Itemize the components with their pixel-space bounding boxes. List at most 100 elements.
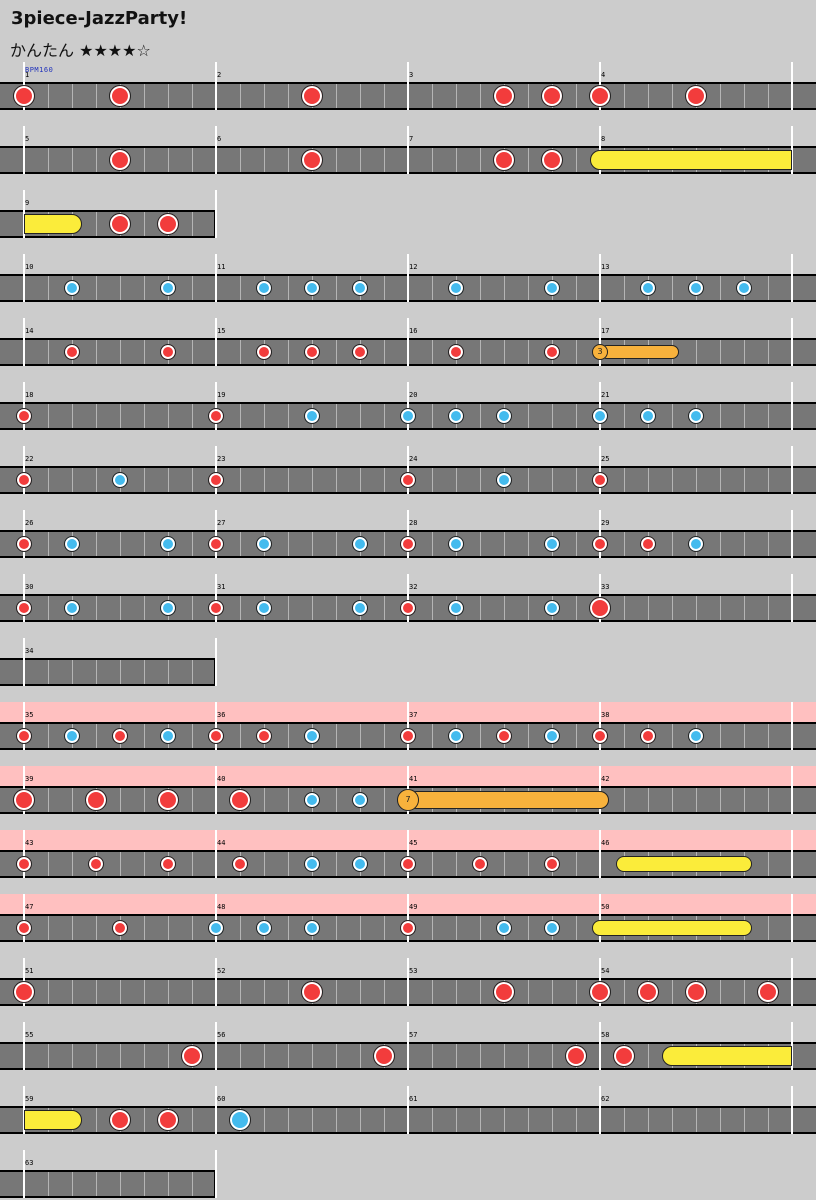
beat-line (96, 1044, 97, 1068)
beat-line (168, 980, 169, 1004)
beat-line (672, 532, 673, 556)
beat-line (48, 596, 49, 620)
beat-line (480, 980, 481, 1004)
beat-line (648, 788, 649, 812)
beat-line (720, 596, 721, 620)
drumroll-bar (592, 920, 752, 936)
beat-line (528, 1108, 529, 1132)
measure-number: 8 (601, 135, 606, 143)
measure-line (599, 318, 601, 366)
measure-line (215, 382, 217, 430)
don-big-note (301, 981, 323, 1003)
measure-number: 50 (601, 903, 610, 911)
measure-line (407, 62, 409, 110)
beat-line (480, 276, 481, 300)
beat-line (96, 212, 97, 236)
beat-line (192, 276, 193, 300)
measure-lane (0, 1170, 216, 1198)
bpm-label: BPM160 (25, 66, 54, 74)
beat-line (264, 980, 265, 1004)
beat-line (144, 1108, 145, 1132)
beat-line (72, 404, 73, 428)
beat-line (192, 84, 193, 108)
beat-line (360, 1044, 361, 1068)
measure-line (791, 894, 793, 942)
beat-line (552, 468, 553, 492)
measure-line (215, 958, 217, 1006)
beat-line (336, 276, 337, 300)
measure-line (791, 958, 793, 1006)
ka-note (352, 536, 368, 552)
ka-note (448, 536, 464, 552)
don-big-note (157, 789, 179, 811)
measure-number: 33 (601, 583, 610, 591)
ka-note (64, 536, 80, 552)
beat-line (744, 596, 745, 620)
beat-line (120, 340, 121, 364)
measure-number: 9 (25, 199, 30, 207)
measure-line (407, 1022, 409, 1070)
measure-number: 42 (601, 775, 610, 783)
beat-line (288, 980, 289, 1004)
beat-line (720, 468, 721, 492)
ka-note (448, 408, 464, 424)
balloon-bar (408, 791, 609, 809)
measure-line (407, 702, 409, 750)
beat-line (192, 596, 193, 620)
measure-line (791, 318, 793, 366)
beat-line (456, 1108, 457, 1132)
beat-line (432, 340, 433, 364)
difficulty-label: かんたん ★★★★☆ (10, 37, 151, 61)
measure-number: 32 (409, 583, 418, 591)
measure-line (23, 574, 25, 622)
don-big-note (13, 85, 35, 107)
beat-line (96, 1172, 97, 1196)
beat-line (288, 84, 289, 108)
measure-line (407, 830, 409, 878)
measure-line (407, 510, 409, 558)
beat-line (144, 788, 145, 812)
beat-line (720, 340, 721, 364)
measure-number: 49 (409, 903, 418, 911)
beat-line (48, 532, 49, 556)
don-note (400, 728, 416, 744)
measure-number: 37 (409, 711, 418, 719)
beat-line (384, 1108, 385, 1132)
measure-line (791, 1086, 793, 1134)
measure-number: 12 (409, 263, 418, 271)
beat-line (144, 852, 145, 876)
beat-line (144, 660, 145, 684)
beat-line (528, 980, 529, 1004)
don-note (544, 856, 560, 872)
beat-line (480, 468, 481, 492)
beat-line (288, 852, 289, 876)
don-big-note (109, 85, 131, 107)
beat-line (144, 276, 145, 300)
beat-line (288, 788, 289, 812)
beat-line (672, 788, 673, 812)
measure-line (215, 254, 217, 302)
beat-line (432, 596, 433, 620)
beat-line (336, 148, 337, 172)
beat-line (192, 1108, 193, 1132)
beat-line (384, 468, 385, 492)
measure-line (599, 510, 601, 558)
don-note (448, 344, 464, 360)
ka-note (160, 600, 176, 616)
beat-line (384, 852, 385, 876)
beat-line (672, 980, 673, 1004)
beat-line (240, 980, 241, 1004)
beat-line (240, 340, 241, 364)
don-big-note (13, 789, 35, 811)
beat-line (96, 916, 97, 940)
measure-number: 62 (601, 1095, 610, 1103)
beat-line (144, 980, 145, 1004)
beat-line (72, 980, 73, 1004)
beat-line (432, 468, 433, 492)
beat-line (456, 468, 457, 492)
beat-line (720, 84, 721, 108)
don-note (16, 408, 32, 424)
beat-line (480, 532, 481, 556)
balloon-note: 7 (397, 789, 419, 811)
beat-line (528, 1044, 529, 1068)
